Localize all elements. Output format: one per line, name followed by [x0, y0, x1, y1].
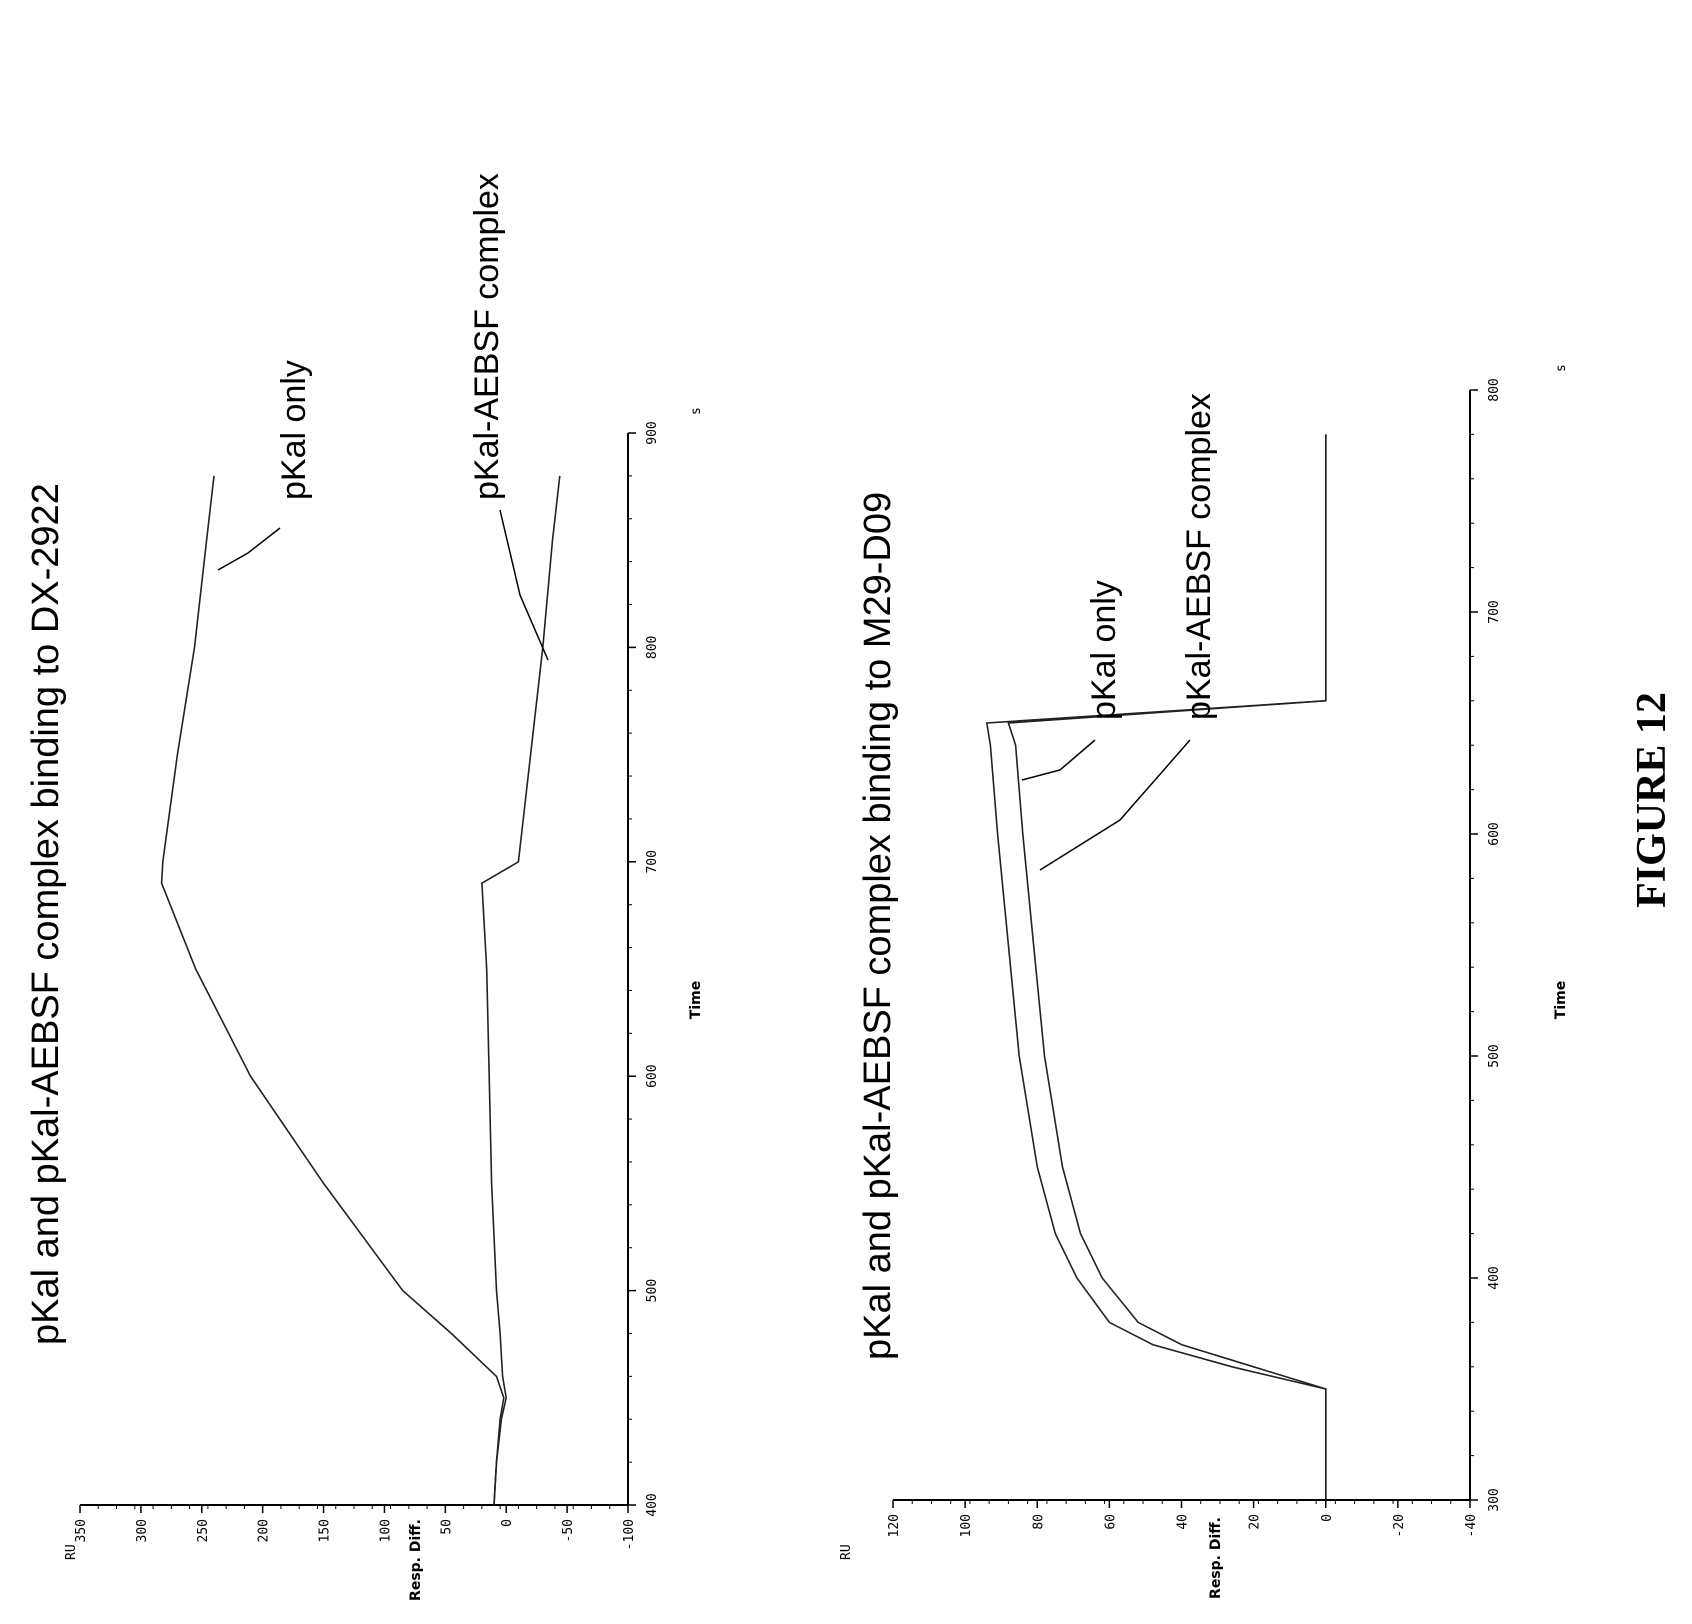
chart2-y-tick-label: 120 — [887, 1514, 902, 1537]
chart1-series-pkal-aebsf-complex — [481, 475, 561, 1506]
chart1-plot — [160, 475, 561, 1506]
chart1-x-tick-label: 600 — [645, 1064, 660, 1087]
chart2-y-tick-label: -20 — [1392, 1514, 1407, 1537]
chart-dx2922: pKal and pKal-AEBSF complex binding to D… — [25, 173, 704, 1601]
chart1-series-pkal-only — [160, 475, 505, 1506]
chart2-x-label: Time — [1553, 981, 1569, 1019]
chart2-y-tick-label: -40 — [1464, 1514, 1479, 1537]
chart2-y-tick-label: 100 — [959, 1514, 974, 1537]
chart1-title: pKal and pKal-AEBSF complex binding to D… — [25, 483, 67, 1345]
chart2-x-unit: s — [1554, 364, 1569, 372]
chart2-y-tick-label: 40 — [1176, 1514, 1191, 1530]
figure-label: FIGURE 12 — [1629, 692, 1675, 908]
chart1-y-tick-label: 200 — [257, 1519, 272, 1542]
chart1-callout-pkal-only: pKal only — [275, 360, 313, 500]
chart1-axes: -100 -50 0 50 100 150 200 250 300 350 400 500 600 700… — [74, 421, 660, 1550]
chart2-x-tick-label: 300 — [1487, 1488, 1502, 1511]
chart2-y-tick-label: 0 — [1320, 1514, 1335, 1522]
chart1-x-label: Time — [688, 981, 704, 1019]
chart2-y-tick-label: 80 — [1031, 1514, 1046, 1530]
chart2-x-tick-label: 500 — [1487, 1044, 1502, 1067]
chart2-y-tick-label: 20 — [1248, 1514, 1263, 1530]
chart1-y-tick-label: 250 — [196, 1519, 211, 1542]
chart2-y-label: Resp. Diff. — [1208, 1517, 1224, 1599]
chart1-callout-line-pkal-aebsf — [499, 509, 549, 661]
chart2-x-tick-label: 800 — [1487, 378, 1502, 401]
chart2-y-unit: RU — [839, 1544, 854, 1560]
chart2-x-tick-label: 600 — [1487, 822, 1502, 845]
chart2-callout-pkal-aebsf: pKal-AEBSF complex — [1180, 393, 1218, 720]
chart1-y-label: Resp. Diff. — [408, 1519, 424, 1601]
chart1-y-tick-label: -50 — [561, 1519, 576, 1542]
chart1-x-tick-label: 400 — [645, 1493, 660, 1516]
chart2-callout-line-pkal-only — [1021, 739, 1096, 781]
chart1-y-tick-label: 0 — [500, 1519, 515, 1527]
chart1-y-unit: RU — [64, 1544, 79, 1560]
chart1-callout-pkal-aebsf: pKal-AEBSF complex — [468, 173, 506, 500]
chart2-x-tick-label: 400 — [1487, 1266, 1502, 1289]
chart2-x-tick-label: 700 — [1487, 600, 1502, 623]
chart2-series-pkal-only — [1007, 434, 1327, 1500]
chart1-y-tick-label: 300 — [135, 1519, 150, 1542]
chart2-callout-pkal-only: pKal only — [1085, 580, 1123, 720]
chart2-callout-line-pkal-aebsf — [1039, 739, 1191, 871]
chart1-x-tick-label: 900 — [645, 421, 660, 444]
chart1-annotations: pKal only pKal-AEBSF complex — [217, 173, 549, 661]
chart1-y-tick-label: 150 — [318, 1519, 333, 1542]
chart1-y-tick-label: 100 — [378, 1519, 393, 1542]
chart1-x-tick-label: 700 — [645, 850, 660, 873]
chart1-y-tick-label: 350 — [74, 1519, 89, 1542]
chart2-annotations: pKal only pKal-AEBSF complex — [1021, 393, 1218, 871]
chart1-x-tick-label: 800 — [645, 636, 660, 659]
chart1-x-unit: s — [689, 407, 704, 415]
chart1-callout-line-pkal-only — [217, 527, 281, 571]
chart1-x-tick-label: 500 — [645, 1279, 660, 1302]
chart2-title: pKal and pKal-AEBSF complex binding to M… — [857, 492, 899, 1360]
chart-m29d09: pKal and pKal-AEBSF complex binding to M… — [839, 364, 1569, 1599]
chart2-plot — [985, 434, 1327, 1500]
chart2-y-tick-label: 60 — [1103, 1514, 1118, 1530]
chart2-axes: -40 -20 0 20 40 60 80 100 120 300 400 500 600 700 800 — [887, 378, 1502, 1537]
chart2-series-pkal-aebsf-complex — [985, 434, 1327, 1500]
chart1-y-tick-label: -100 — [622, 1519, 637, 1550]
chart1-y-tick-label: 50 — [439, 1519, 454, 1535]
